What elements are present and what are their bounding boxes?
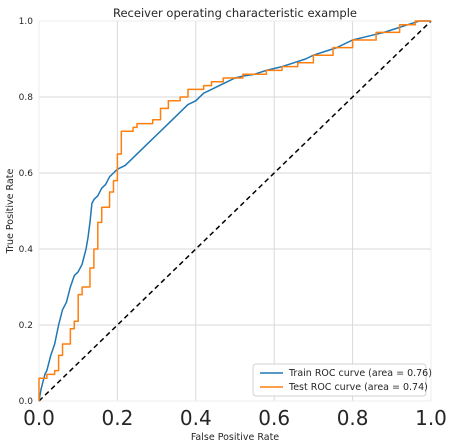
chart-title: Receiver operating characteristic exampl…: [113, 6, 357, 20]
x-tick-label: 0.4: [180, 406, 212, 430]
y-tick-label: 0.2: [19, 321, 33, 331]
train-roc-curve: [38, 20, 431, 402]
x-tick-label: 0.6: [258, 406, 290, 430]
plot-frame: [38, 20, 432, 402]
legend-train-label: Train ROC curve (area = 0.76): [288, 368, 432, 379]
legend: Train ROC curve (area = 0.76) Test ROC c…: [252, 363, 432, 397]
y-axis-label: True Positive Rate: [5, 169, 16, 255]
y-tick-label: 0.6: [19, 169, 34, 179]
x-tick-label: 0.0: [23, 406, 55, 430]
x-tick-label: 0.2: [101, 406, 133, 430]
legend-test-label: Test ROC curve (area = 0.74): [288, 382, 428, 393]
y-tick-labels: 0.0 0.2 0.4 0.6 0.8 1.0: [19, 17, 34, 407]
y-tick-label: 0.0: [19, 397, 34, 407]
diagonal-reference-line: [38, 20, 432, 402]
series-layer: [38, 20, 432, 402]
test-roc-curve: [38, 20, 431, 401]
x-tick-labels: 0.0 0.2 0.4 0.6 0.8 1.0: [23, 406, 447, 430]
x-tick-label: 1.0: [415, 406, 447, 430]
y-tick-label: 1.0: [19, 17, 34, 27]
legend-box: [252, 363, 427, 397]
y-tick-label: 0.4: [19, 245, 34, 255]
x-tick-label: 0.8: [337, 406, 369, 430]
grid-lines: [38, 20, 432, 402]
y-tick-label: 0.8: [19, 93, 34, 103]
x-axis-label: False Positive Rate: [191, 432, 279, 443]
